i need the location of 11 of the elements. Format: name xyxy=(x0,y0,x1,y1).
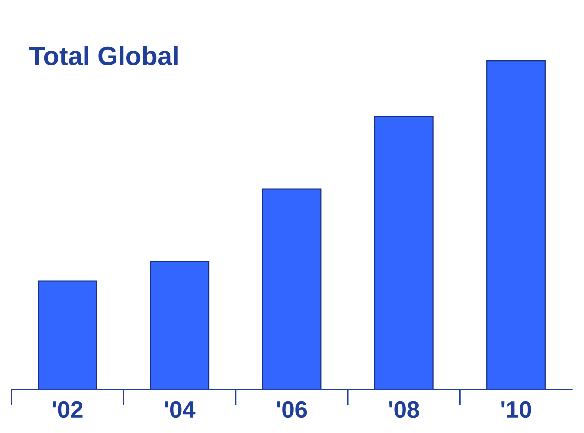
x-tick-label: '04 xyxy=(165,401,196,418)
bar xyxy=(374,116,434,390)
bar xyxy=(38,280,98,390)
bar xyxy=(486,60,546,390)
x-tick-label: '02 xyxy=(53,401,83,418)
x-tick-label: '10 xyxy=(502,401,532,418)
chart-title: Total Global xyxy=(29,46,178,66)
bar xyxy=(262,188,322,390)
bar xyxy=(150,260,210,390)
x-tick-label: '06 xyxy=(277,401,308,418)
x-tick-label: '08 xyxy=(389,401,420,418)
